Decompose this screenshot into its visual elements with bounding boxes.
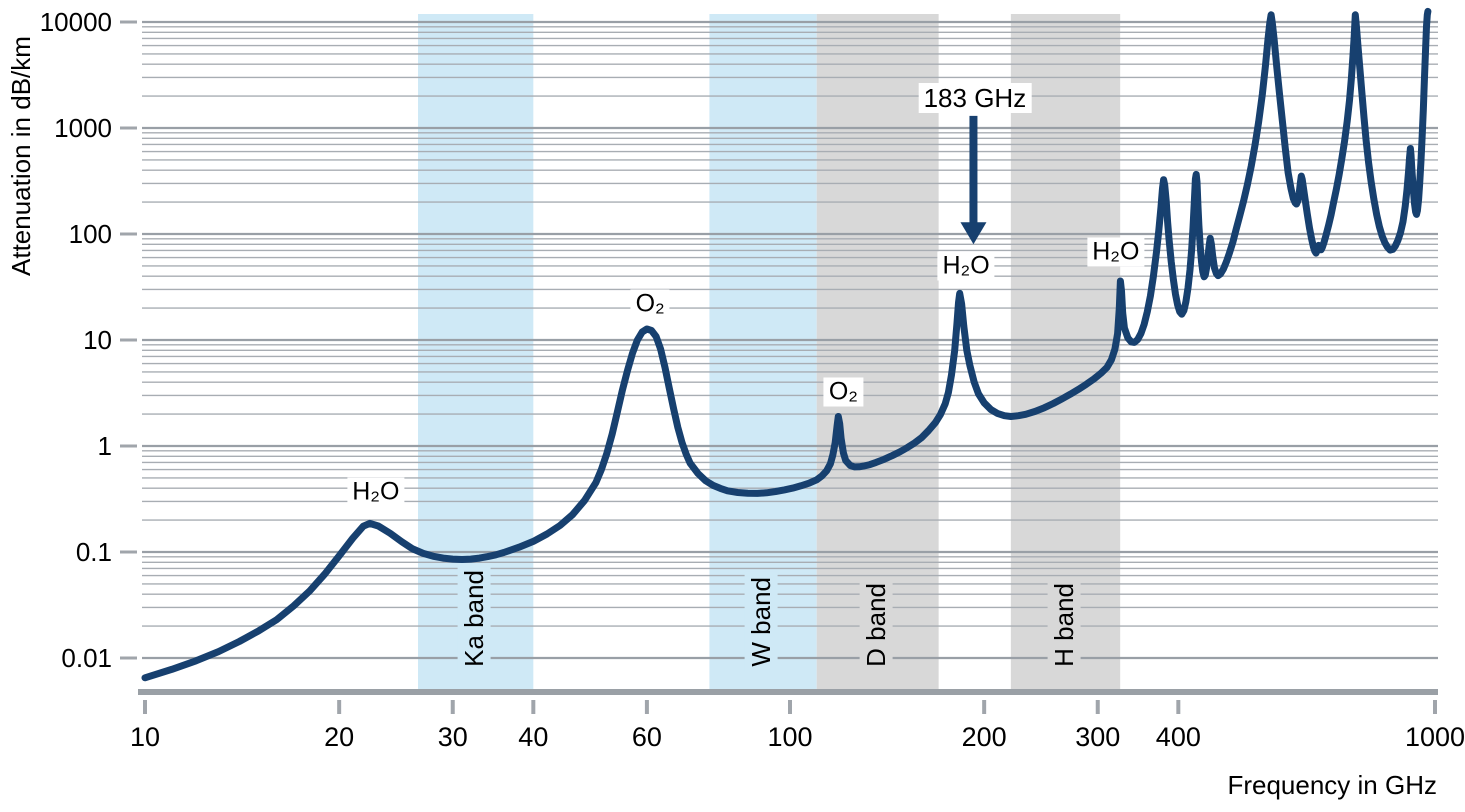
band-region [1010, 14, 1121, 690]
x-tick-label: 200 [961, 722, 1007, 752]
y-tick-label: 1000 [54, 113, 112, 143]
annotation-h₂o: H₂O [937, 251, 995, 281]
y-tick-label: 10 [83, 325, 112, 355]
annotation-o₂: O₂ [823, 377, 863, 407]
band-label: H band [1047, 578, 1081, 672]
band-label: W band [745, 572, 778, 672]
y-tick-label: 10000 [39, 7, 112, 37]
y-tick-label: 0.01 [61, 643, 112, 673]
y-tick-label: 100 [68, 219, 112, 249]
x-tick-label: 10 [129, 722, 161, 752]
attenuation-curve [141, 7, 1432, 682]
x-tick-label: 1000 [1404, 722, 1465, 752]
band-region [816, 14, 939, 690]
x-axis-title: Frequency in GHz [1227, 770, 1437, 800]
x-tick-label: 400 [1155, 722, 1201, 752]
x-tick-label: 300 [1075, 722, 1121, 752]
callout-arrow-head [960, 222, 987, 245]
x-tick-label: 40 [518, 722, 549, 752]
y-tick-label: 1 [97, 431, 112, 461]
y-tick-label: 0.1 [75, 537, 112, 567]
band-label: D band [859, 578, 893, 672]
x-tick-label: 60 [631, 722, 662, 752]
annotation-o₂: O₂ [630, 289, 670, 319]
annotation-183-ghz: 183 GHz [918, 83, 1032, 114]
band-label: Ka band [457, 565, 491, 672]
annotation-h₂o: H₂O [1087, 237, 1145, 267]
y-axis-title: Attenuation in dB/km [6, 36, 36, 276]
annotation-h₂o: H₂O [347, 477, 405, 507]
x-tick-label: 20 [324, 722, 355, 752]
x-tick-label: 100 [767, 722, 813, 752]
x-tick-label: 30 [437, 722, 468, 752]
